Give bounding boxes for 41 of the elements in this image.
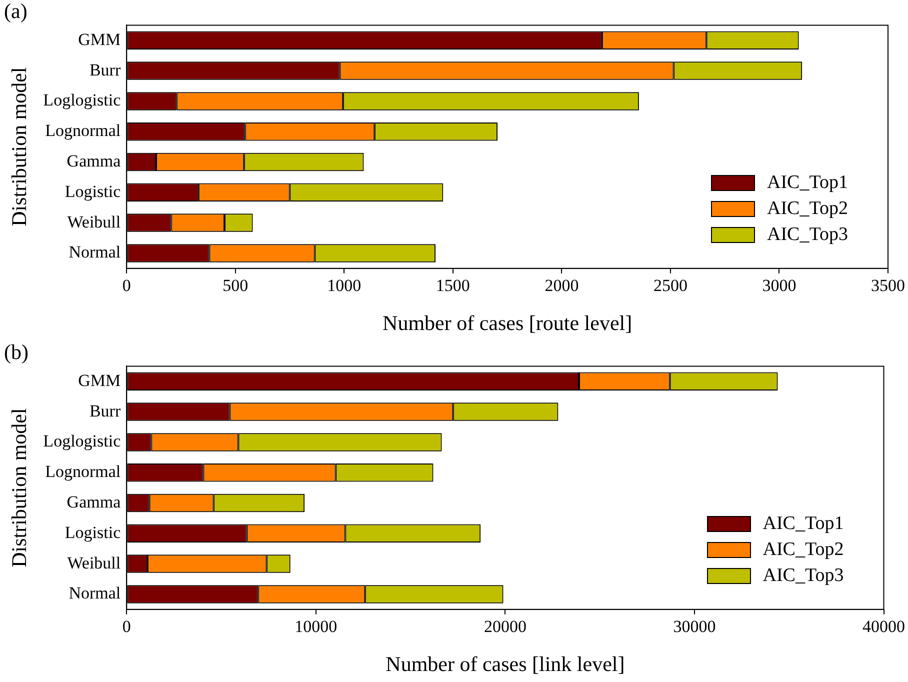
- x-tick-label: 500: [222, 276, 248, 296]
- x-tick-label: 1000: [327, 276, 362, 296]
- y-tick-label: Weibull: [67, 212, 121, 232]
- y-tick-label: Burr: [89, 401, 121, 420]
- x-tick-label: 0: [122, 617, 131, 636]
- x-axis-title: Number of cases [link level]: [386, 652, 625, 676]
- y-tick-label: Gamma: [66, 492, 122, 512]
- x-tick-label: 30000: [673, 617, 716, 636]
- y-tick-label: Normal: [68, 584, 121, 603]
- x-tick-label: 3000: [762, 276, 796, 296]
- x-tick-label: 1500: [436, 276, 470, 296]
- legend-label: AIC_Top2: [767, 197, 848, 222]
- y-tick-label: Logistic: [64, 182, 122, 201]
- y-tick-label: GMM: [78, 370, 121, 390]
- legend-label: AIC_Top1: [762, 512, 844, 536]
- y-tick-label: Logistic: [64, 522, 122, 542]
- legend-label: AIC_Top2: [762, 538, 844, 562]
- y-tick-label: Gamma: [66, 151, 122, 170]
- y-tick-label: Normal: [68, 242, 121, 262]
- y-tick-label: Loglogistic: [43, 90, 122, 110]
- y-axis-title: Distribution model: [7, 67, 32, 226]
- chart-title: (a): [4, 0, 28, 24]
- x-axis-title: Number of cases [route level]: [382, 310, 632, 335]
- y-tick-label: Lognormal: [45, 462, 121, 482]
- x-tick-label: 20000: [484, 617, 526, 636]
- chart-title: (b): [4, 340, 28, 364]
- x-tick-label: 10000: [294, 617, 338, 636]
- x-tick-label: 0: [122, 276, 131, 296]
- legend-label: AIC_Top1: [767, 171, 848, 196]
- x-tick-label: 3500: [871, 276, 905, 296]
- y-tick-label: GMM: [78, 30, 121, 49]
- y-axis-title: Distribution model: [7, 408, 32, 568]
- y-tick-label: Lognormal: [45, 121, 121, 140]
- x-tick-label: 2500: [653, 276, 688, 296]
- y-tick-label: Weibull: [67, 553, 121, 572]
- legend-label: AIC_Top3: [762, 564, 844, 588]
- x-tick-label: 40000: [862, 617, 905, 636]
- x-tick-label: 2000: [544, 276, 579, 296]
- y-tick-label: Burr: [89, 60, 121, 80]
- legend-label: AIC_Top3: [767, 223, 848, 248]
- y-tick-label: Loglogistic: [43, 432, 122, 451]
